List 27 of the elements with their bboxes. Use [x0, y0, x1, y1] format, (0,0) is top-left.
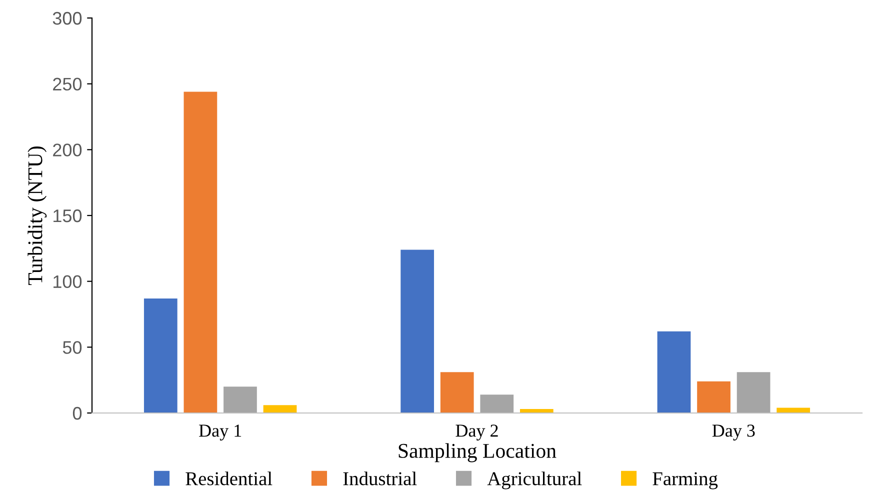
y-tick-label: 300	[52, 12, 82, 25]
y-tick-label: 200	[53, 144, 82, 156]
y-tick-label: 150	[54, 209, 82, 222]
x-tick-label: Day 3	[712, 424, 755, 440]
y-tick-label: 0	[72, 406, 82, 420]
legend-label: Industrial	[343, 472, 417, 486]
bar	[697, 381, 730, 413]
legend-label: Agricultural	[487, 472, 582, 490]
y-tick-label: 250	[53, 78, 82, 91]
bar	[263, 405, 297, 413]
x-tick-label: Day 1	[199, 424, 242, 440]
bar	[480, 394, 514, 413]
y-tick-label: 100	[54, 275, 82, 288]
bar	[400, 250, 434, 413]
y-tick-label: 50	[62, 341, 82, 354]
y-axis-title: Turbidity (NTU)	[28, 146, 47, 286]
bar	[440, 372, 474, 413]
bar	[184, 92, 218, 413]
bar	[736, 372, 770, 413]
legend-label: Farming	[652, 472, 718, 490]
bar	[144, 298, 178, 413]
x-tick-label: Day 2	[456, 424, 498, 440]
x-axis-title: Sampling Location	[398, 443, 556, 462]
legend-label: Residential	[186, 472, 272, 486]
bar	[657, 331, 691, 413]
bar	[224, 386, 257, 413]
bar	[776, 408, 810, 413]
